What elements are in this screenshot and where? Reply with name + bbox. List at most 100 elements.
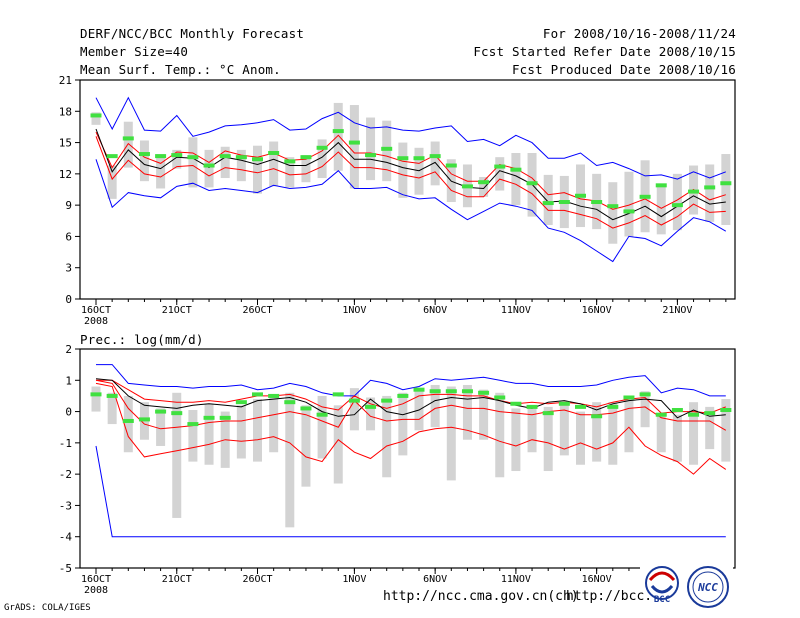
ensemble-box bbox=[705, 406, 715, 450]
median-marker bbox=[106, 393, 118, 398]
median-marker bbox=[203, 415, 215, 420]
x-tick-label: 1NOV bbox=[342, 574, 366, 585]
x-year-label: 2008 bbox=[84, 585, 108, 596]
y-tick-label: -4 bbox=[59, 531, 73, 544]
ensemble-box bbox=[285, 392, 295, 528]
ensemble-box bbox=[398, 142, 408, 198]
median-marker bbox=[478, 390, 490, 395]
precip-title: Prec.: log(mm/d) bbox=[80, 332, 204, 347]
x-tick-label: 11NOV bbox=[501, 574, 531, 585]
ensemble-box bbox=[366, 117, 376, 181]
ensemble-box bbox=[495, 392, 505, 478]
median-marker bbox=[639, 194, 651, 199]
mean-minus-sd-line bbox=[95, 379, 727, 431]
median-marker bbox=[542, 411, 554, 416]
x-tick-label: 16NOV bbox=[582, 574, 612, 585]
mean-minus-2sd-line bbox=[95, 382, 727, 475]
y-tick-label: 3 bbox=[65, 262, 72, 275]
variable-label: Mean Surf. Temp.: °C Anom. bbox=[80, 62, 281, 77]
y-tick-label: 0 bbox=[65, 293, 72, 306]
bcc-logo-text: BCC bbox=[654, 595, 670, 605]
ensemble-box bbox=[511, 153, 521, 206]
median-marker bbox=[575, 404, 586, 409]
ensemble-box bbox=[301, 405, 311, 487]
plot-frame bbox=[79, 348, 736, 569]
median-marker bbox=[655, 412, 667, 417]
max-line bbox=[96, 364, 726, 397]
median-marker bbox=[413, 156, 425, 161]
median-marker bbox=[720, 408, 732, 413]
median-marker bbox=[591, 414, 603, 419]
median-marker bbox=[268, 393, 280, 398]
ensemble-box bbox=[382, 395, 392, 478]
x-tick-label: 16OCT bbox=[81, 574, 111, 585]
mean-plus-sd-line bbox=[96, 379, 726, 414]
ncc-logo: NCC bbox=[685, 565, 733, 610]
median-marker bbox=[316, 145, 328, 150]
ensemble-box bbox=[576, 411, 585, 465]
ensemble-box bbox=[430, 141, 440, 186]
median-marker bbox=[510, 167, 522, 172]
ensemble-box bbox=[285, 157, 295, 188]
ensemble-box bbox=[123, 395, 133, 453]
forecast-start-date: Fcst Started Refer Date 2008/10/15 bbox=[473, 44, 736, 59]
y-tick-label: -3 bbox=[59, 499, 72, 512]
ensemble-box bbox=[269, 141, 279, 187]
x-tick-label: 21NOV bbox=[662, 305, 692, 316]
x-tick-label: 11NOV bbox=[501, 305, 531, 316]
ensemble-box bbox=[398, 392, 408, 456]
ensemble-box bbox=[672, 173, 682, 231]
median-marker bbox=[397, 156, 409, 161]
temperature-panel: 0 3 6 9 12 15 18 21 16OCT 21OCT 26OCT 1NOV 6NOV 11NOV… bbox=[59, 74, 736, 327]
ensemble-box bbox=[91, 112, 101, 125]
mean-plus-sd-line bbox=[95, 131, 726, 210]
y-tick-label: 0 bbox=[65, 406, 72, 419]
ensemble-box bbox=[204, 403, 214, 465]
median-marker bbox=[187, 155, 199, 160]
ensemble-box bbox=[656, 414, 666, 453]
median-marker bbox=[494, 395, 506, 400]
median-marker bbox=[90, 113, 102, 118]
median-marker bbox=[203, 163, 215, 168]
ensemble-box bbox=[656, 186, 666, 235]
ensemble-box bbox=[624, 171, 634, 237]
ensemble-box bbox=[123, 121, 133, 168]
median-marker bbox=[332, 392, 344, 397]
median-marker bbox=[155, 154, 167, 159]
ncc-url-link[interactable]: http://ncc.cma.gov.cn(ch) bbox=[383, 589, 579, 604]
chart-title: DERF/NCC/BCC Monthly Forecast bbox=[80, 26, 305, 41]
median-marker bbox=[300, 155, 312, 160]
ensemble-box bbox=[349, 105, 359, 189]
ensemble-box bbox=[172, 149, 182, 169]
ensemble-box bbox=[495, 157, 505, 191]
median-marker bbox=[397, 393, 409, 398]
x-tick-label: 21OCT bbox=[162, 305, 192, 316]
median-marker bbox=[461, 389, 473, 394]
median-marker bbox=[607, 204, 619, 209]
mean-line bbox=[95, 128, 726, 221]
ensemble-box bbox=[624, 399, 634, 453]
grads-credit: GrADS: COLA/IGES bbox=[4, 603, 91, 613]
forecast-produced-date: Fcst Produced Date 2008/10/16 bbox=[511, 62, 736, 77]
mean-line bbox=[95, 378, 726, 419]
median-marker bbox=[413, 387, 425, 392]
y-tick-label: 12 bbox=[59, 168, 72, 181]
bcc-url-link[interactable]: http://bcc. bbox=[566, 589, 653, 604]
ensemble-box bbox=[301, 155, 311, 183]
x-tick-label: 6NOV bbox=[423, 305, 447, 316]
median-marker bbox=[122, 136, 134, 141]
x-tick-label: 26OCT bbox=[242, 305, 272, 316]
median-marker bbox=[671, 408, 683, 413]
ensemble-box bbox=[236, 149, 246, 182]
median-marker bbox=[235, 155, 247, 160]
median-marker bbox=[510, 401, 522, 406]
median-marker bbox=[106, 154, 118, 159]
median-marker bbox=[235, 400, 247, 405]
ensemble-box bbox=[188, 137, 198, 188]
ensemble-box bbox=[107, 165, 117, 199]
median-marker bbox=[252, 157, 263, 162]
ensemble-box bbox=[721, 399, 731, 462]
ensemble-box bbox=[462, 384, 472, 440]
median-marker bbox=[332, 129, 344, 134]
ensemble-box bbox=[188, 410, 198, 462]
